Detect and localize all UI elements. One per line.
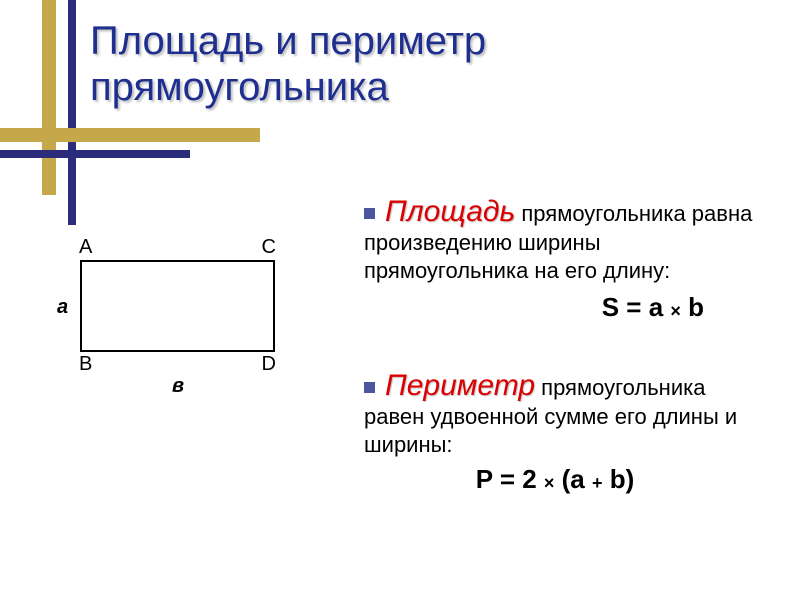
side-label-bottom: в — [172, 375, 184, 398]
plus-symbol: + — [592, 473, 603, 493]
bullet-icon — [364, 208, 375, 219]
formula-perimeter: P = 2 × (a + b) — [340, 464, 770, 495]
term-area: Площадь — [385, 195, 515, 228]
slide-title: Площадь и периметрпрямоугольника — [90, 18, 730, 110]
term-perimeter: Периметр — [385, 369, 535, 402]
vertex-label-a: A — [79, 236, 92, 259]
content-area: Площадь прямоугольника равна произведени… — [340, 195, 770, 541]
vertex-label-c: C — [262, 236, 276, 259]
decoration-horizontal-bar-gold — [0, 128, 260, 142]
rectangle-diagram: A C B D a в — [40, 260, 300, 352]
side-label-left: a — [57, 296, 68, 319]
title-area: Площадь и периметрпрямоугольника — [90, 18, 730, 110]
decoration-vertical-bar-blue — [68, 0, 76, 225]
title-line1: Площадь и периметрпрямоугольника — [90, 19, 486, 109]
bullet-icon — [364, 382, 375, 393]
item-paragraph: Периметр прямоугольника равен удвоенной … — [340, 369, 770, 458]
vertex-label-d: D — [262, 353, 276, 376]
decoration-vertical-bar-gold — [42, 0, 56, 195]
formula-area: S = a × b — [340, 292, 770, 323]
rectangle-shape: A C B D a в — [80, 260, 275, 352]
item-perimeter: Периметр прямоугольника равен удвоенной … — [340, 369, 770, 495]
decoration-horizontal-bar-blue — [0, 150, 190, 158]
vertex-label-b: B — [79, 353, 92, 376]
item-paragraph: Площадь прямоугольника равна произведени… — [340, 195, 770, 284]
times-symbol: × — [544, 473, 555, 493]
item-area: Площадь прямоугольника равна произведени… — [340, 195, 770, 323]
times-symbol: × — [670, 301, 681, 321]
